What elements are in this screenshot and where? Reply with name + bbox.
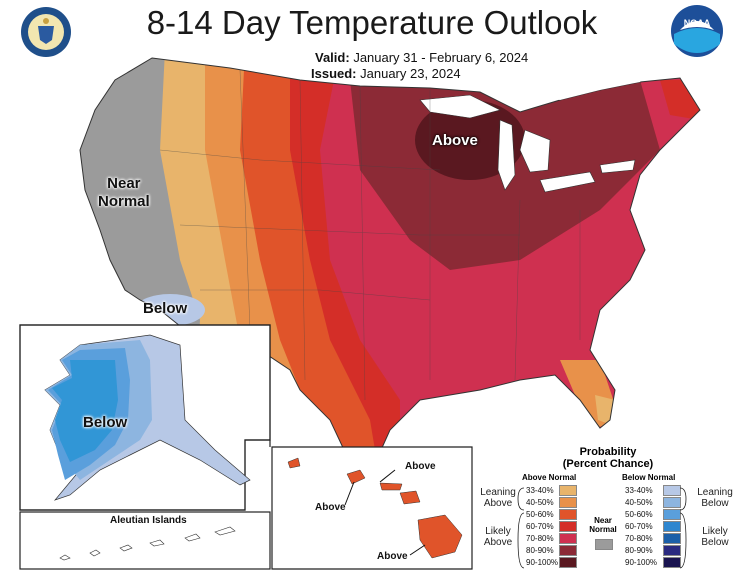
legend-above-label: 50-60% (526, 510, 554, 519)
lake-superior (419, 94, 501, 119)
legend-above-swatch (559, 557, 577, 568)
legend-above-row: 40-50% (526, 496, 581, 509)
legend-below-swatch (663, 545, 681, 556)
legend-above-label: 70-80% (526, 534, 554, 543)
legend-below-row: 50-60% (625, 508, 681, 521)
legend-above-row: 60-70% (526, 520, 581, 533)
near-normal-line2: Normal (589, 525, 617, 534)
legend-title-line1: Probability (579, 446, 637, 458)
leaning-below-line1: Leaning (697, 487, 733, 498)
below-conus-label: Below (143, 300, 188, 317)
legend-near-normal: Near Normal (588, 516, 618, 534)
probability-legend: Probability (Percent Chance) Above Norma… (478, 446, 740, 572)
leaning-above-line2: Above (483, 498, 513, 509)
near-normal-swatch (595, 539, 613, 550)
legend-above-swatch (559, 533, 577, 544)
aleutian-inset-frame (19, 511, 271, 570)
leaning-above-line1: Leaning (480, 487, 516, 498)
lake-huron (519, 129, 551, 173)
legend-below-swatch (663, 497, 681, 508)
legend-below-swatch (663, 485, 681, 496)
legend-below-row: 90-100% (625, 556, 681, 569)
likely-above-line2: Above (483, 537, 513, 548)
legend-above-label: 90-100% (526, 558, 559, 567)
commerce-seal-icon (21, 7, 71, 57)
legend-leaning-below: Leaning Below (690, 487, 740, 509)
legend-likely-below: Likely Below (690, 526, 740, 548)
legend-below-row: 60-70% (625, 520, 681, 533)
hawaii-above-label-3: Above (377, 551, 408, 562)
legend-above-swatch (559, 509, 577, 520)
near-normal-label-line2: Normal (98, 193, 150, 210)
near-normal-label: Near Normal (98, 175, 150, 211)
near-normal-label-line1: Near (107, 175, 141, 192)
noaa-logo-icon: NOAA (671, 5, 723, 57)
legend-above-swatch (559, 521, 577, 532)
legend-above-row: 50-60% (526, 508, 581, 521)
likely-below-line1: Likely (702, 526, 728, 537)
valid-label: Valid: (315, 50, 350, 65)
legend-below-label: 50-60% (625, 510, 653, 519)
legend-above-swatch (559, 545, 577, 556)
likely-below-line2: Below (701, 537, 729, 548)
legend-below-row: 80-90% (625, 544, 681, 557)
legend-above-swatch (559, 485, 577, 496)
below-alaska-label: Below (83, 414, 128, 431)
legend-above-swatch (559, 497, 577, 508)
valid-value: January 31 - February 6, 2024 (353, 50, 529, 65)
legend-above-row: 33-40% (526, 484, 581, 497)
aleutian-islands-label: Aleutian Islands (110, 515, 187, 526)
issued-value: January 23, 2024 (360, 66, 461, 81)
legend-below-row: 40-50% (625, 496, 681, 509)
leaning-below-line2: Below (701, 498, 729, 509)
legend-below-brackets (679, 487, 687, 569)
legend-below-label: 33-40% (625, 486, 653, 495)
likely-above-line1: Likely (485, 526, 511, 537)
legend-above-label: 80-90% (526, 546, 554, 555)
legend-above-row: 90-100% (526, 556, 581, 569)
legend-below-label: 80-90% (625, 546, 653, 555)
issued-line: Issued: January 23, 2024 (311, 66, 461, 81)
legend-below-swatch (663, 521, 681, 532)
legend-below-swatch (663, 533, 681, 544)
valid-line: Valid: January 31 - February 6, 2024 (315, 50, 528, 65)
legend-above-row: 80-90% (526, 544, 581, 557)
issued-label: Issued: (311, 66, 357, 81)
lake-erie (539, 171, 596, 193)
lake-michigan (497, 119, 516, 191)
legend-above-label: 40-50% (526, 498, 554, 507)
legend-title-line2: (Percent Chance) (562, 458, 654, 470)
legend-below-label: 60-70% (625, 522, 653, 531)
state-borders (159, 69, 581, 401)
hawaii-above-label-1: Above (405, 461, 436, 472)
noaa-logo-text: NOAA (684, 18, 711, 28)
legend-below-label: 40-50% (625, 498, 653, 507)
legend-above-row: 70-80% (526, 532, 581, 545)
hawaii-label-leaders (344, 469, 426, 556)
legend-above-brackets (517, 487, 525, 569)
legend-below-header: Below Normal (622, 473, 676, 482)
legend-leaning-above: Leaning Above (478, 487, 518, 509)
alaska-shading (44, 334, 251, 501)
legend-below-row: 33-40% (625, 484, 681, 497)
legend-below-swatch (663, 557, 681, 568)
legend-above-header: Above Normal (522, 473, 577, 482)
near-normal-line1: Near (594, 516, 612, 525)
hawaii-above-label-2: Above (315, 502, 346, 513)
legend-below-label: 90-100% (625, 558, 658, 567)
legend-below-label: 70-80% (625, 534, 653, 543)
legend-above-label: 33-40% (526, 486, 554, 495)
above-conus-label: Above (432, 132, 478, 149)
page-title: 8-14 Day Temperature Outlook (146, 4, 598, 41)
hawaii-islands-shape (287, 457, 463, 559)
legend-below-swatch (663, 509, 681, 520)
legend-below-row: 70-80% (625, 532, 681, 545)
lake-ontario (599, 159, 636, 174)
aleutian-islands-shape (59, 526, 236, 561)
legend-above-label: 60-70% (526, 522, 554, 531)
legend-likely-above: Likely Above (478, 526, 518, 548)
